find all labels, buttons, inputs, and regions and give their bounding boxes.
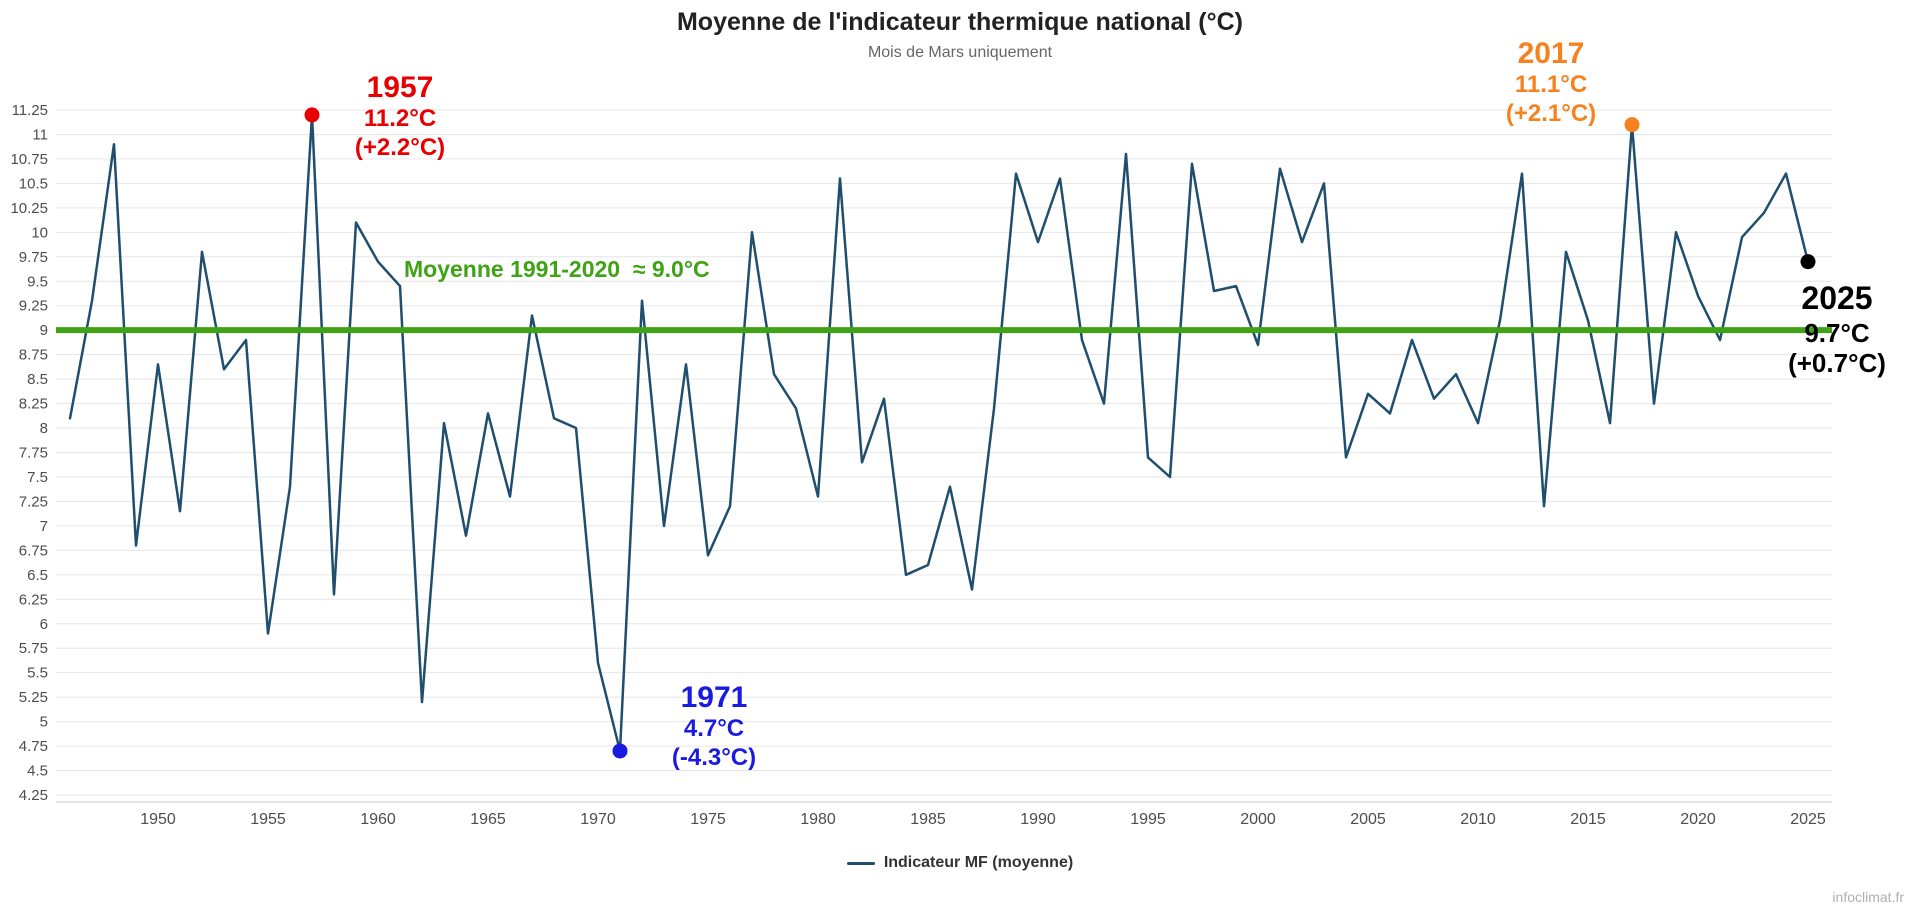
chart-subtitle: Mois de Mars uniquement — [867, 44, 1053, 61]
svg-text:1950: 1950 — [140, 811, 176, 828]
svg-text:7: 7 — [40, 518, 48, 535]
annotation-1957: 1957 11.2°C (+2.2°C) — [300, 70, 500, 162]
svg-text:4.25: 4.25 — [19, 787, 48, 804]
annotation-2017-anomaly: (+2.1°C) — [1505, 99, 1597, 127]
svg-text:10.25: 10.25 — [10, 200, 48, 217]
credits-link[interactable]: infoclimat.fr — [1832, 889, 1904, 905]
svg-text:2005: 2005 — [1350, 811, 1386, 828]
svg-text:6.25: 6.25 — [19, 591, 48, 608]
annotation-1957-anomaly: (+2.2°C) — [354, 133, 446, 161]
svg-text:2000: 2000 — [1240, 811, 1276, 828]
svg-text:8: 8 — [40, 420, 48, 437]
annotation-2017-year: 2017 — [1517, 37, 1585, 70]
svg-text:6.75: 6.75 — [19, 542, 48, 559]
annotation-1971-temp: 4.7°C — [683, 715, 745, 743]
svg-text:1955: 1955 — [250, 811, 286, 828]
svg-text:1975: 1975 — [690, 811, 726, 828]
svg-text:1990: 1990 — [1020, 811, 1056, 828]
annotation-1971-year: 1971 — [680, 681, 748, 714]
svg-text:5.5: 5.5 — [27, 665, 48, 682]
svg-text:6.5: 6.5 — [27, 567, 48, 584]
chart-title: Moyenne de l'indicateur thermique nation… — [676, 8, 1243, 36]
annotation-1957-year: 1957 — [366, 71, 434, 104]
svg-text:2020: 2020 — [1680, 811, 1716, 828]
annotation-1971: 1971 4.7°C (-4.3°C) — [614, 680, 814, 772]
svg-text:8.75: 8.75 — [19, 347, 48, 364]
legend-item-indicateur[interactable]: Indicateur MF (moyenne) — [846, 854, 1074, 872]
svg-text:1980: 1980 — [800, 811, 836, 828]
svg-text:9.5: 9.5 — [27, 273, 48, 290]
svg-text:9.75: 9.75 — [19, 249, 48, 266]
svg-text:2015: 2015 — [1570, 811, 1606, 828]
svg-text:7.5: 7.5 — [27, 469, 48, 486]
annotation-2017: 2017 11.1°C (+2.1°C) — [1451, 36, 1651, 128]
svg-text:1960: 1960 — [360, 811, 396, 828]
svg-text:1985: 1985 — [910, 811, 946, 828]
svg-text:5.25: 5.25 — [19, 689, 48, 706]
svg-text:4.75: 4.75 — [19, 738, 48, 755]
svg-text:10.75: 10.75 — [10, 151, 48, 168]
annotation-2025-year: 2025 — [1801, 280, 1873, 316]
svg-text:10: 10 — [31, 224, 48, 241]
svg-text:9: 9 — [40, 322, 48, 339]
svg-text:1995: 1995 — [1130, 811, 1166, 828]
annotation-2017-temp: 11.1°C — [1514, 71, 1588, 99]
chart-legend: Indicateur MF (moyenne) — [0, 854, 1920, 872]
svg-text:5.75: 5.75 — [19, 640, 48, 657]
svg-text:5: 5 — [40, 714, 48, 731]
svg-text:10.5: 10.5 — [19, 175, 48, 192]
svg-text:1970: 1970 — [580, 811, 616, 828]
svg-text:7.75: 7.75 — [19, 445, 48, 462]
legend-line-swatch — [846, 861, 875, 865]
svg-text:4.5: 4.5 — [27, 763, 48, 780]
svg-text:2010: 2010 — [1460, 811, 1496, 828]
svg-text:1965: 1965 — [470, 811, 506, 828]
svg-text:2025: 2025 — [1790, 811, 1826, 828]
annotation-1957-temp: 11.2°C — [363, 105, 437, 133]
mean-line-label: Moyenne 1991-2020 ≈ 9.0°C — [404, 256, 710, 282]
annotation-2025-anomaly: (+0.7°C) — [1788, 348, 1886, 379]
svg-text:6: 6 — [40, 616, 48, 633]
legend-item-label: Indicateur MF (moyenne) — [883, 854, 1074, 871]
svg-text:8.5: 8.5 — [27, 371, 48, 388]
svg-text:9.25: 9.25 — [19, 298, 48, 315]
annotation-1971-anomaly: (-4.3°C) — [671, 743, 757, 771]
svg-text:11.25: 11.25 — [12, 102, 48, 119]
svg-text:7.25: 7.25 — [19, 493, 48, 510]
annotation-2025: 2025 9.7°C (+0.7°C) — [1758, 280, 1916, 379]
svg-text:11: 11 — [32, 126, 48, 143]
annotation-2025-temp: 9.7°C — [1804, 317, 1870, 348]
svg-text:8.25: 8.25 — [19, 396, 48, 413]
